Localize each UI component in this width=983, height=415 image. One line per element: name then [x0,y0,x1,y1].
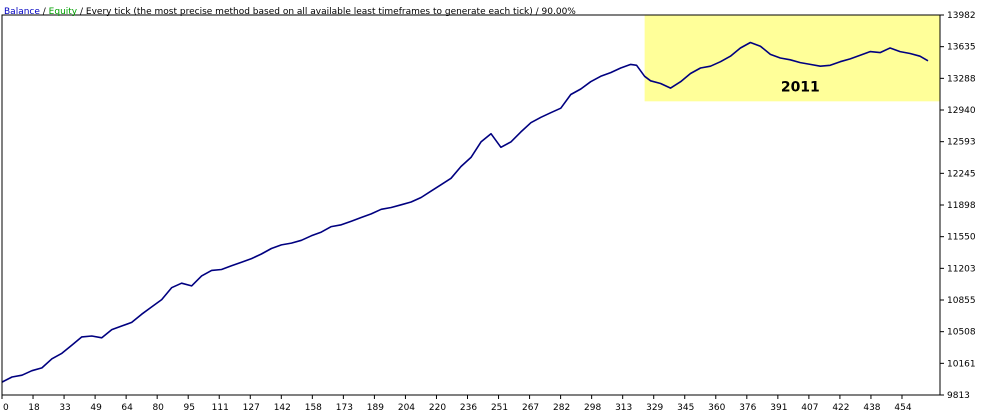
x-tick-label: 95 [183,403,194,413]
y-axis: 13982 13635 13288 12940 12593 12245 11898 11550… [940,11,976,401]
y-tick-label: 12245 [947,169,976,179]
y-tick-label: 11203 [947,264,976,274]
y-tick-label: 10508 [947,328,976,338]
x-tick-label: 422 [832,403,849,413]
y-tick-label: 11550 [947,233,976,243]
x-tick-label: 49 [90,403,102,413]
x-tick-label: 220 [429,403,446,413]
x-axis: 0 18 33 49 64 80 95 111 127 142 158 173 189 204 220 236… [1,395,912,413]
x-tick-label: 33 [59,403,70,413]
chart-header: Balance / Equity / Every tick (the most … [4,7,576,17]
legend-separator: / [77,7,86,17]
x-tick-label: 438 [863,403,880,413]
y-tick-label: 10161 [947,359,976,369]
x-tick-label: 267 [522,403,539,413]
x-tick-label: 376 [739,403,756,413]
x-tick-label: 142 [274,403,291,413]
y-tick-label: 13288 [947,74,976,84]
x-tick-label: 313 [615,403,632,413]
y-tick-label: 10855 [947,296,976,306]
modelling-quality: 90.00% [542,7,577,17]
y-tick-label: 13982 [947,11,976,21]
x-tick-label: 329 [646,403,663,413]
balance-legend-label: Balance [4,7,40,17]
x-tick-label: 407 [801,403,818,413]
x-tick-label: 18 [28,403,40,413]
x-tick-label: 298 [584,403,601,413]
legend-separator: / [533,7,542,17]
x-tick-label: 251 [491,403,508,413]
y-tick-label: 13635 [947,43,976,53]
x-tick-label: 0 [3,403,9,413]
highlight-region-2011 [644,15,940,102]
legend-separator: / [40,7,49,17]
x-tick-label: 111 [212,403,229,413]
x-tick-label: 158 [305,403,322,413]
x-tick-label: 204 [398,403,415,413]
y-tick-label: 11898 [947,201,976,211]
x-tick-label: 173 [336,403,353,413]
model-description: Every tick (the most precise method base… [86,7,533,17]
x-tick-label: 189 [367,403,384,413]
x-tick-label: 282 [553,403,570,413]
equity-legend-label: Equity [49,7,78,17]
x-tick-label: 80 [152,403,164,413]
x-tick-label: 454 [894,403,911,413]
x-tick-label: 127 [243,403,260,413]
x-tick-label: 345 [677,403,694,413]
x-tick-label: 64 [121,403,133,413]
balance-line [1,41,929,383]
y-tick-label: 9813 [947,391,970,401]
y-tick-label: 12593 [947,138,976,148]
x-tick-label: 360 [708,403,725,413]
y-tick-label: 12940 [947,106,976,116]
highlight-label: 2011 [781,79,820,95]
x-tick-label: 236 [460,403,477,413]
x-tick-label: 391 [770,403,787,413]
